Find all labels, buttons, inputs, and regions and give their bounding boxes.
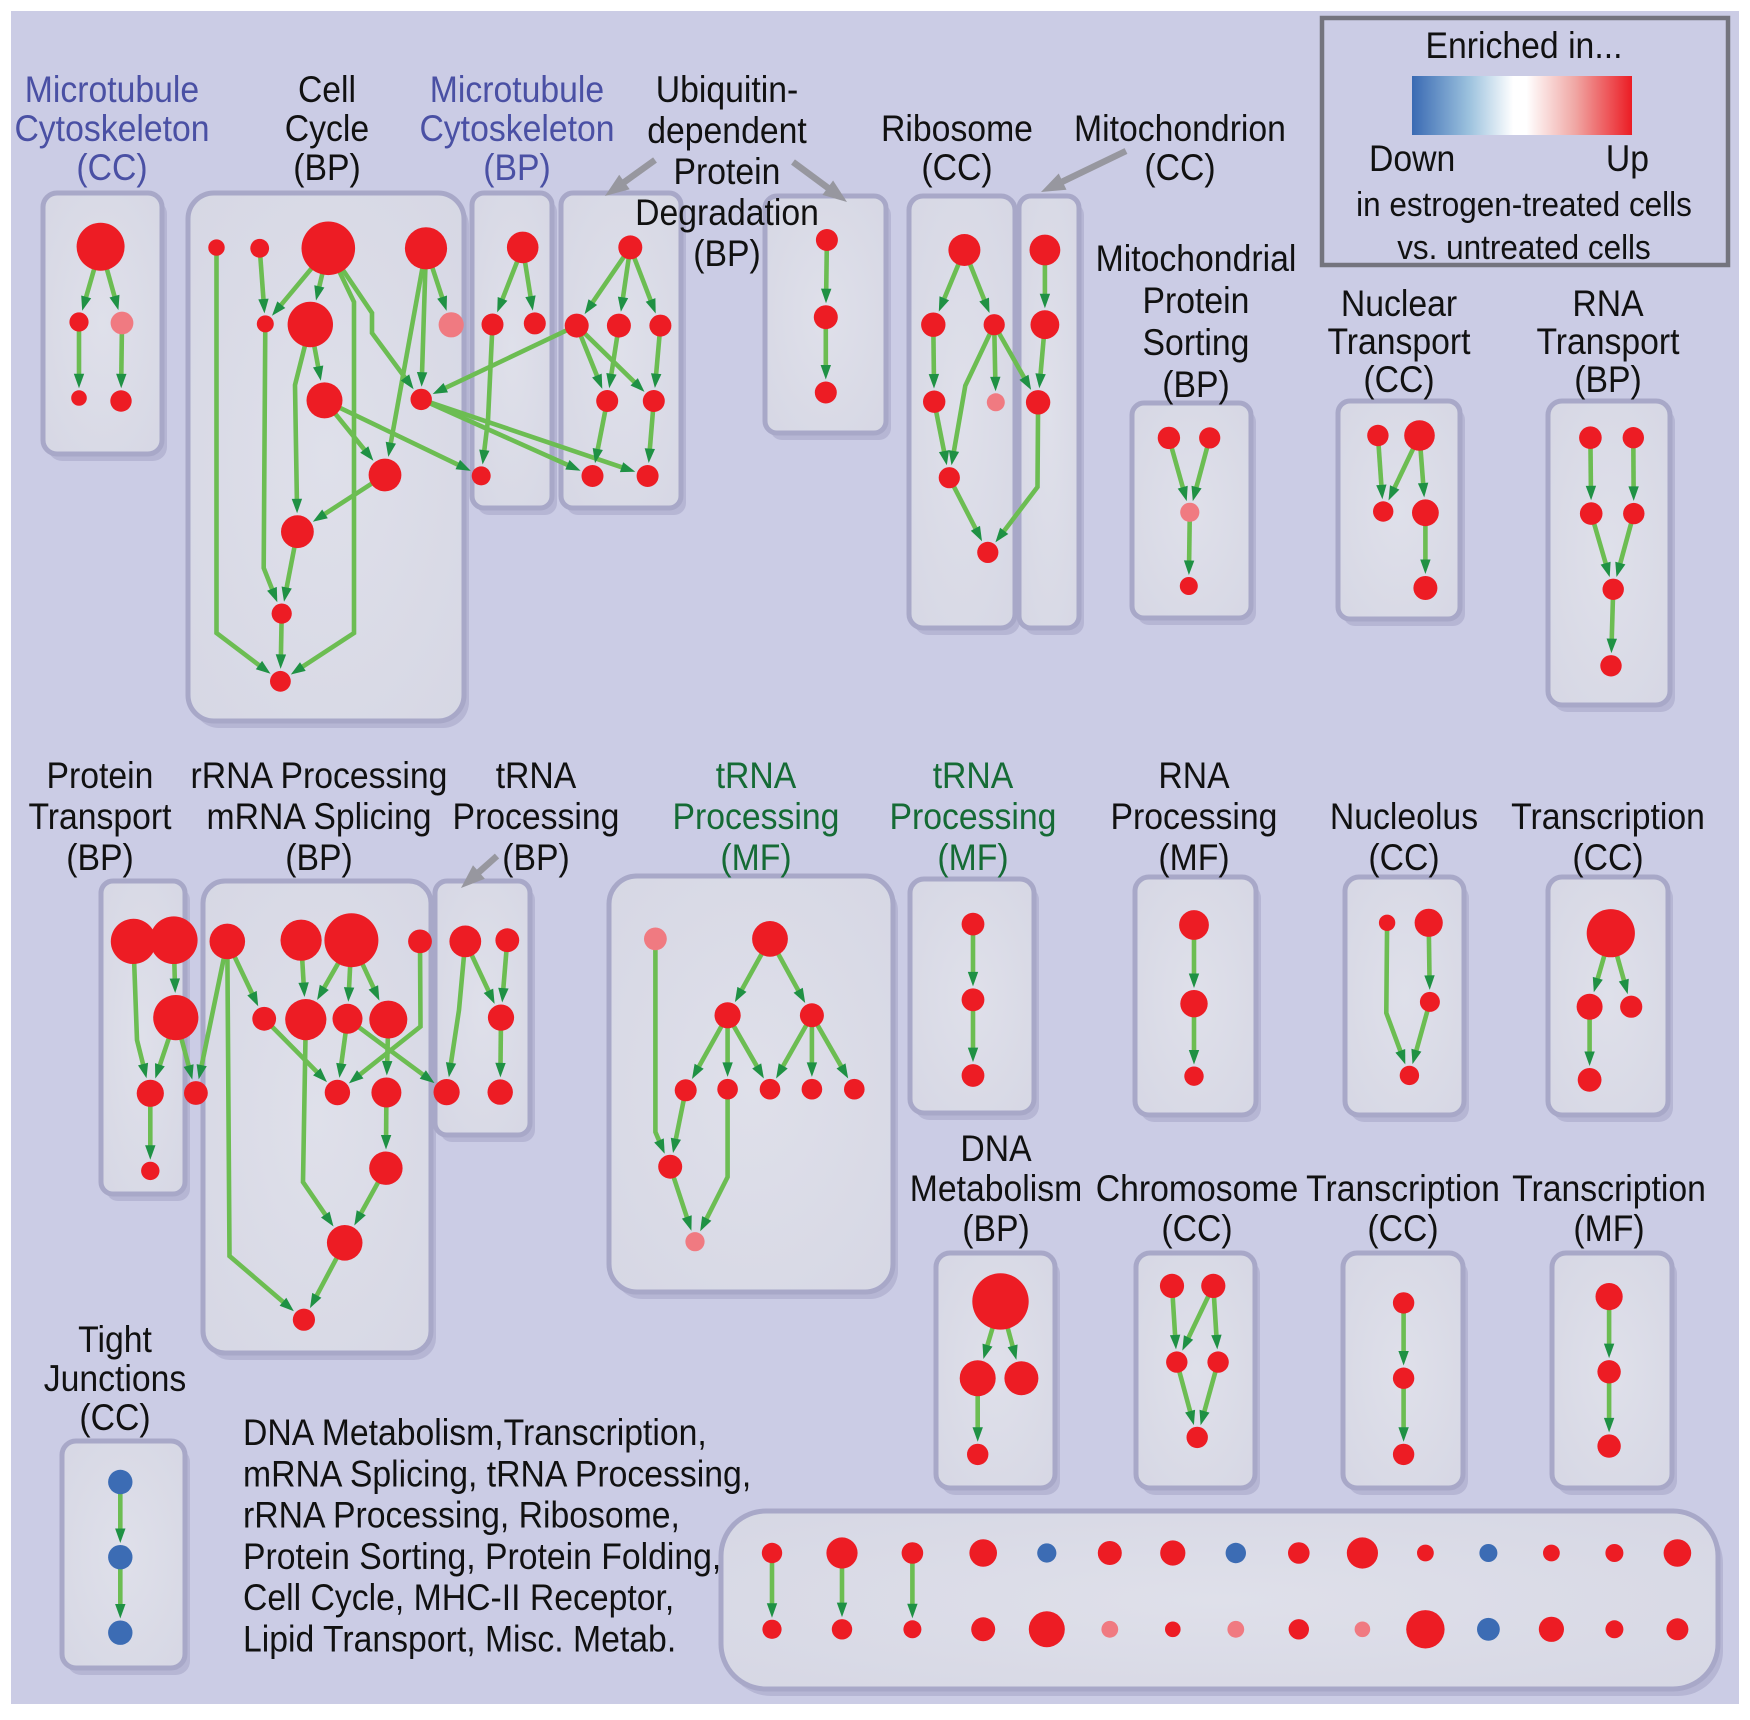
svg-text:(CC): (CC) <box>1367 1208 1438 1249</box>
svg-text:Ubiquitin-: Ubiquitin- <box>656 69 799 110</box>
svg-text:Mitochondrion: Mitochondrion <box>1074 108 1286 149</box>
svg-text:(CC): (CC) <box>79 1397 150 1438</box>
svg-text:DNA Metabolism,Transcription,: DNA Metabolism,Transcription, <box>243 1412 707 1453</box>
svg-text:(BP): (BP) <box>962 1208 1030 1249</box>
svg-text:(BP): (BP) <box>66 837 134 878</box>
svg-text:Processing: Processing <box>673 796 840 837</box>
svg-text:Junctions: Junctions <box>44 1358 187 1399</box>
svg-text:Cell Cycle, MHC-II Receptor,: Cell Cycle, MHC-II Receptor, <box>243 1577 674 1618</box>
svg-text:Enriched in...: Enriched in... <box>1426 25 1623 66</box>
svg-text:Chromosome: Chromosome <box>1096 1168 1299 1209</box>
svg-text:(BP): (BP) <box>1574 359 1642 400</box>
svg-text:mRNA Splicing, tRNA Processing: mRNA Splicing, tRNA Processing, <box>243 1453 751 1494</box>
svg-text:(CC): (CC) <box>1363 359 1434 400</box>
svg-text:rRNA Processing, Ribosome,: rRNA Processing, Ribosome, <box>243 1495 680 1536</box>
svg-text:(BP): (BP) <box>285 837 353 878</box>
svg-text:Degradation: Degradation <box>635 192 819 233</box>
svg-text:Transport: Transport <box>1327 321 1471 362</box>
svg-text:(BP): (BP) <box>502 837 570 878</box>
svg-text:Processing: Processing <box>890 796 1057 837</box>
svg-text:dependent: dependent <box>647 110 807 151</box>
svg-text:(BP): (BP) <box>693 233 761 274</box>
svg-text:(CC): (CC) <box>1161 1208 1232 1249</box>
svg-text:Cell: Cell <box>298 69 356 110</box>
svg-text:Cytoskeleton: Cytoskeleton <box>419 108 614 149</box>
svg-text:(BP): (BP) <box>293 147 361 188</box>
svg-text:Microtubule: Microtubule <box>25 69 199 110</box>
svg-text:Ribosome: Ribosome <box>881 108 1033 149</box>
svg-text:(MF): (MF) <box>1158 837 1229 878</box>
svg-text:mRNA Splicing: mRNA Splicing <box>207 796 432 837</box>
svg-text:Metabolism: Metabolism <box>910 1168 1083 1209</box>
svg-text:(BP): (BP) <box>483 147 551 188</box>
svg-text:Protein Sorting, Protein Foldi: Protein Sorting, Protein Folding, <box>243 1536 721 1577</box>
svg-text:Protein: Protein <box>1143 280 1250 321</box>
svg-text:tRNA: tRNA <box>716 755 797 796</box>
svg-text:(MF): (MF) <box>1573 1208 1644 1249</box>
svg-text:RNA: RNA <box>1158 755 1229 796</box>
svg-text:Down: Down <box>1369 138 1455 179</box>
svg-text:Transcription: Transcription <box>1512 1168 1706 1209</box>
svg-text:(MF): (MF) <box>937 837 1008 878</box>
svg-text:tRNA: tRNA <box>933 755 1014 796</box>
svg-text:Lipid Transport, Misc. Metab.: Lipid Transport, Misc. Metab. <box>243 1619 676 1660</box>
svg-text:Mitochondrial: Mitochondrial <box>1096 238 1297 279</box>
svg-text:rRNA Processing: rRNA Processing <box>191 755 448 796</box>
svg-text:Tight: Tight <box>78 1319 152 1360</box>
svg-text:Transcription: Transcription <box>1511 796 1705 837</box>
svg-text:Nucleolus: Nucleolus <box>1330 796 1478 837</box>
svg-text:Microtubule: Microtubule <box>430 69 604 110</box>
svg-text:Cytoskeleton: Cytoskeleton <box>14 108 209 149</box>
svg-text:(CC): (CC) <box>1368 837 1439 878</box>
svg-text:(MF): (MF) <box>720 837 791 878</box>
svg-text:(CC): (CC) <box>1144 147 1215 188</box>
svg-text:Transcription: Transcription <box>1306 1168 1500 1209</box>
svg-text:(CC): (CC) <box>1572 837 1643 878</box>
svg-text:DNA: DNA <box>960 1128 1031 1169</box>
svg-text:Nuclear: Nuclear <box>1341 283 1457 324</box>
svg-text:Processing: Processing <box>453 796 620 837</box>
svg-text:Cycle: Cycle <box>285 108 369 149</box>
svg-text:RNA: RNA <box>1572 283 1643 324</box>
svg-text:Up: Up <box>1606 138 1649 179</box>
svg-text:(CC): (CC) <box>921 147 992 188</box>
svg-text:Processing: Processing <box>1111 796 1278 837</box>
svg-text:Protein: Protein <box>47 755 154 796</box>
svg-text:Transport: Transport <box>28 796 172 837</box>
svg-text:(CC): (CC) <box>76 147 147 188</box>
svg-text:Protein: Protein <box>674 151 781 192</box>
svg-text:Sorting: Sorting <box>1143 322 1250 363</box>
svg-text:tRNA: tRNA <box>496 755 577 796</box>
svg-text:(BP): (BP) <box>1162 364 1230 405</box>
svg-text:in estrogen-treated cells: in estrogen-treated cells <box>1356 186 1692 224</box>
svg-text:vs. untreated cells: vs. untreated cells <box>1397 229 1651 267</box>
svg-text:Transport: Transport <box>1536 321 1680 362</box>
